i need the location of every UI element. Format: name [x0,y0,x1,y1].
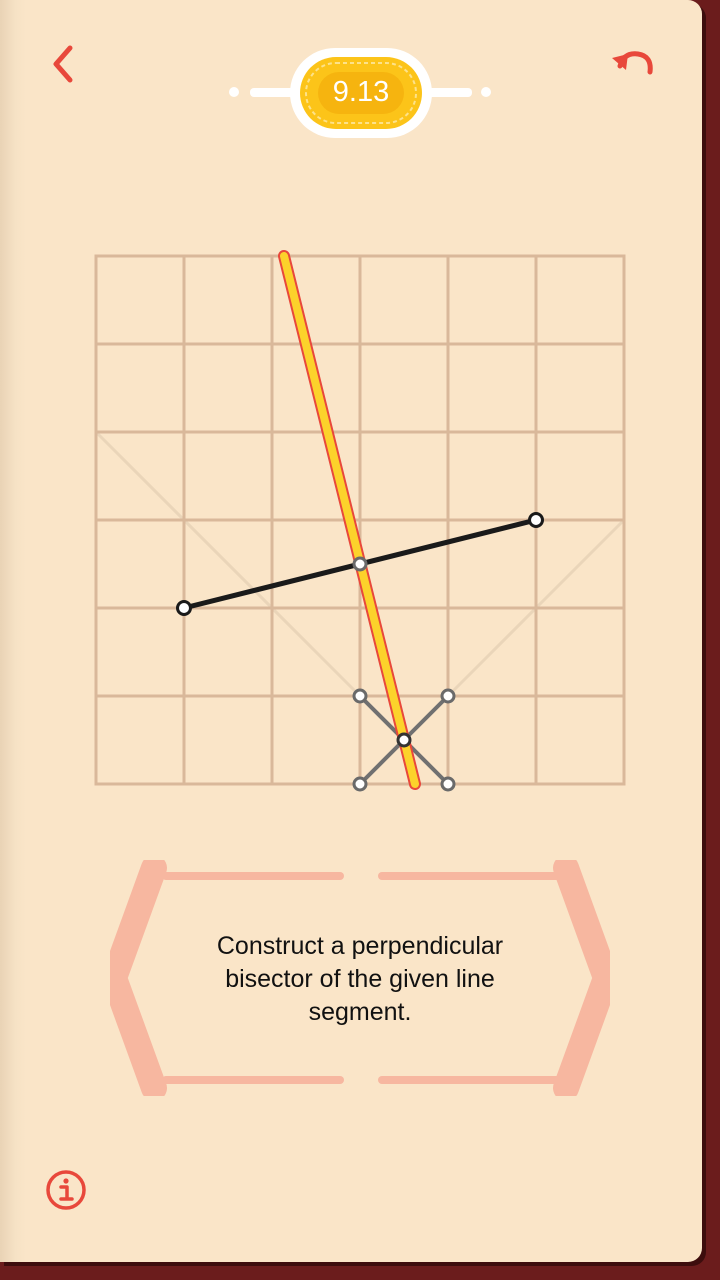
undo-button[interactable] [604,34,664,94]
cross-point-bottom-left[interactable] [352,776,368,792]
back-button[interactable] [34,34,94,94]
info-icon [46,1170,86,1210]
level-indicator: 9.13 [226,48,496,138]
cross-point-center[interactable] [396,732,412,748]
cross-point-top-right[interactable] [440,688,456,704]
instruction-text: Construct a perpendicular bisector of th… [216,932,504,1026]
book-spine [0,0,26,1262]
level-badge [229,48,491,138]
info-button[interactable] [36,1160,96,1220]
instruction-panel: Construct a perpendicular bisector of th… [101,855,619,1101]
game-page: 9.13 [0,0,702,1262]
construction-board[interactable] [0,0,702,820]
undo-icon [612,51,653,75]
instruction-frame [101,855,619,1101]
chevron-left-icon [53,45,73,83]
grid [94,254,626,786]
segment-endpoint-left[interactable] [176,600,192,616]
intersection-point[interactable] [352,556,368,572]
drawn-line[interactable] [278,250,421,790]
cross-point-bottom-right[interactable] [440,776,456,792]
points [176,512,544,792]
cross-point-top-left[interactable] [352,688,368,704]
level-number: 9.13 [332,76,390,108]
segment-endpoint-right[interactable] [528,512,544,528]
